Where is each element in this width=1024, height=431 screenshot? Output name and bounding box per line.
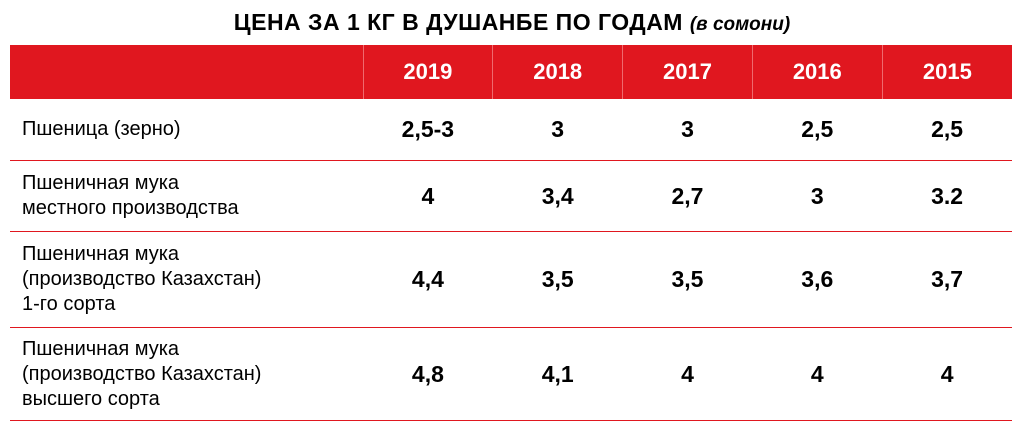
row-label-line: местного производства: [22, 197, 239, 219]
table-cell: 3,6: [752, 231, 883, 328]
page-title: ЦЕНА ЗА 1 КГ В ДУШАНБЕ ПО ГОДАМ (в сомон…: [0, 8, 1024, 39]
table-cell: 3,4: [492, 160, 623, 232]
table-cell: 2,5-3: [363, 99, 493, 161]
table-cell: 4: [622, 327, 753, 421]
table-cell: 3,5: [492, 231, 623, 328]
row-label-line: (производство Казахстан): [22, 362, 262, 385]
table-row: Пшеничная мука местного производства 4 3…: [10, 160, 1012, 232]
row-label: Пшеничная мука (производство Казахстан) …: [10, 327, 363, 421]
row-label-line: Пшеничная мука: [22, 337, 180, 360]
table-cell: 3: [492, 99, 623, 161]
table-cell: 3,7: [882, 231, 1012, 328]
row-label-line: Пшеничная мука: [22, 172, 180, 194]
table-cell: 2,5: [882, 99, 1012, 161]
row-label-line: 1-го сорта: [22, 293, 116, 315]
table-cell: 4: [363, 160, 493, 232]
header-year-2018: 2018: [492, 45, 624, 99]
row-label-line: Пшеница (зерно): [22, 118, 181, 140]
title-unit: (в сомони): [689, 14, 791, 35]
header-row: 2019 2018 2017 2016 2015: [10, 45, 1012, 99]
header-year-2016: 2016: [752, 45, 883, 99]
table-row: Пшеничная мука (производство Казахстан) …: [10, 327, 1012, 421]
table-cell: 4,1: [492, 327, 623, 421]
table-cell: 3: [622, 99, 753, 161]
row-label-line: высшего сорта: [22, 387, 160, 410]
header-year-2015: 2015: [882, 45, 1012, 99]
table-cell: 3: [752, 160, 883, 232]
table-cell: 2,7: [622, 160, 753, 232]
table-cell: 3.2: [882, 160, 1012, 232]
table-row: Пшеница (зерно) 2,5-3 3 3 2,5 2,5: [10, 99, 1012, 161]
table-cell: 4: [882, 327, 1012, 421]
header-blank-cell: [10, 45, 364, 99]
row-label-line: (производство Казахстан): [22, 268, 262, 290]
title-main: ЦЕНА ЗА 1 КГ В ДУШАНБЕ ПО ГОДАМ: [233, 9, 683, 35]
table-cell: 4,8: [363, 327, 493, 421]
header-year-2019: 2019: [363, 45, 494, 99]
row-label: Пшеничная мука (производство Казахстан) …: [10, 231, 363, 328]
price-table: 2019 2018 2017 2016 2015 Пшеница (зерно)…: [10, 45, 1012, 421]
row-label: Пшеничная мука местного производства: [10, 160, 363, 232]
table-cell: 4: [752, 327, 883, 421]
table-cell: 2,5: [752, 99, 883, 161]
table-cell: 4,4: [363, 231, 493, 328]
row-label-line: Пшеничная мука: [22, 243, 180, 265]
table-cell: 3,5: [622, 231, 753, 328]
header-year-2017: 2017: [622, 45, 753, 99]
row-label: Пшеница (зерно): [10, 99, 363, 161]
table-row: Пшеничная мука (производство Казахстан) …: [10, 231, 1012, 328]
